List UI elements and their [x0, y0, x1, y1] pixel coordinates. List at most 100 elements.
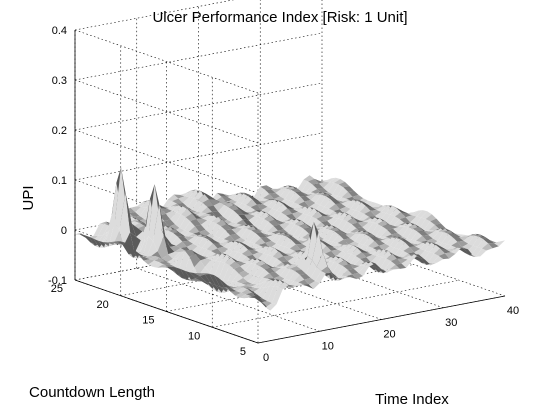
surface-patch: [213, 275, 225, 288]
surface-patch: [343, 264, 354, 270]
surface-patch: [428, 224, 440, 231]
surface-patch: [247, 195, 259, 201]
surface-patch: [399, 217, 411, 223]
x-tick-label: 30: [445, 317, 457, 329]
surface-patch: [475, 248, 487, 257]
surface-patch: [253, 287, 265, 296]
surface-patch: [228, 241, 239, 251]
surface-patch: [342, 214, 354, 222]
surface-patch: [298, 201, 310, 207]
surface-patch: [291, 239, 303, 245]
surface-patch: [169, 254, 181, 267]
surface-patch: [209, 274, 220, 287]
surface-patch: [198, 194, 209, 203]
surface-patch: [435, 244, 447, 250]
surface-patch: [134, 226, 146, 254]
surface-patch: [353, 211, 365, 222]
surface-patch: [389, 237, 401, 248]
surface-patch: [254, 237, 266, 246]
surface-patch: [429, 244, 441, 254]
surface-patch: [120, 241, 132, 249]
surface-patch: [184, 189, 196, 198]
z-axis-label: UPI: [20, 185, 37, 210]
surface-patch: [268, 232, 280, 236]
surface-patch: [161, 208, 172, 214]
surface-patch: [437, 231, 449, 243]
surface-patch: [363, 250, 375, 253]
surface-patch: [263, 273, 274, 279]
surface-patch: [389, 264, 400, 270]
surface-patch: [137, 236, 149, 259]
surface-patch: [239, 285, 251, 288]
surface-patch: [181, 208, 192, 218]
surface-patch: [241, 195, 253, 205]
surface-patch: [358, 265, 370, 276]
surface-patch: [411, 231, 423, 241]
surface-patch: [293, 225, 304, 238]
surface-patch: [162, 206, 174, 209]
surface-patch: [304, 277, 316, 285]
surface-patch: [321, 266, 333, 274]
surface-patch: [289, 244, 301, 251]
surface-patch: [379, 243, 390, 251]
surface-patch: [397, 226, 409, 237]
surface-patch: [336, 200, 348, 204]
surface-patch: [329, 177, 341, 183]
surface-patch: [198, 273, 210, 275]
surface-patch: [343, 238, 355, 245]
surface-patch: [284, 223, 295, 234]
surface-patch: [215, 253, 227, 262]
surface-patch: [306, 184, 318, 193]
surface-patch: [420, 242, 432, 251]
surface-patch: [220, 254, 231, 263]
surface-patch: [252, 276, 263, 285]
surface-patch: [302, 284, 314, 289]
surface-patch: [166, 266, 178, 275]
surface-patch: [234, 266, 245, 274]
surface-patch: [173, 232, 184, 237]
surface-patch: [262, 233, 274, 238]
surface-patch: [330, 227, 341, 232]
surface-patch: [335, 275, 347, 281]
surface-patch: [271, 188, 282, 193]
z-tick-label: 0.1: [52, 175, 67, 187]
surface-patch: [248, 249, 259, 255]
surface-patch: [227, 193, 239, 200]
surface-patch: [218, 262, 230, 281]
surface-patch: [289, 192, 301, 203]
chart-title: Ulcer Performance Index [Risk: 1 Unit]: [152, 9, 407, 26]
surface-patch: [376, 226, 387, 237]
surface-patch: [250, 210, 262, 216]
surface-patch: [168, 251, 180, 259]
surface-patch: [369, 236, 381, 241]
surface-patch: [325, 250, 336, 257]
surface-patch: [238, 192, 250, 195]
surface-patch: [266, 234, 278, 241]
surface-patch: [236, 193, 248, 204]
surface-patch: [153, 203, 164, 252]
surface-patch: [178, 196, 190, 203]
surface-patch: [174, 248, 186, 253]
surface-patch: [451, 241, 462, 248]
surface-patch: [301, 181, 313, 192]
y-tick-label: 15: [142, 315, 154, 327]
surface-patch: [367, 222, 378, 234]
surface-patch: [382, 205, 394, 207]
surface-patch: [171, 236, 183, 246]
surface-patch: [426, 238, 438, 246]
surface-patch: [284, 282, 296, 287]
surface-patch: [125, 192, 137, 237]
surface-patch: [195, 276, 207, 282]
surface-patch: [242, 219, 254, 226]
surface-patch: [417, 230, 429, 236]
x-axis-label: Time Index: [375, 391, 449, 408]
surface-patch: [390, 258, 402, 265]
surface-patch: [381, 205, 392, 214]
z-tick-label: 0.3: [52, 75, 67, 87]
surface-patch: [380, 258, 391, 270]
surface-patch: [141, 200, 153, 208]
surface-patch: [397, 258, 408, 264]
surface-patch: [296, 284, 308, 287]
surface-patch: [390, 208, 402, 217]
surface-patch: [368, 217, 380, 223]
